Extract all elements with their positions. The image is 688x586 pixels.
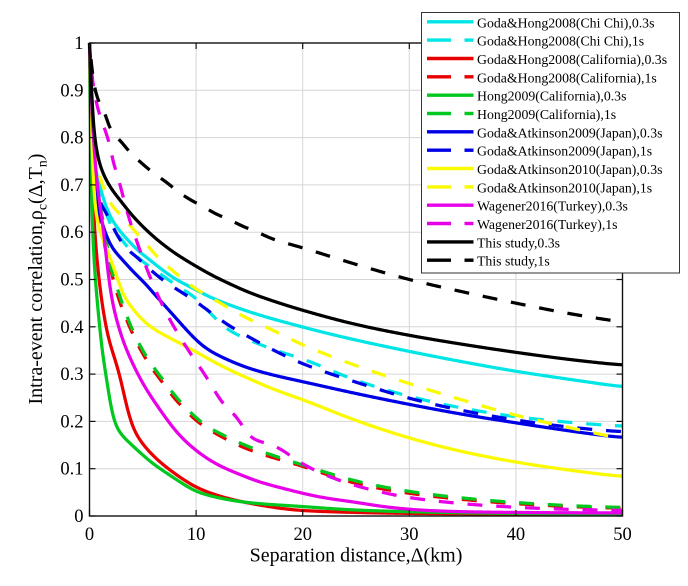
- svg-text:Goda&Hong2008(California),0.3s: Goda&Hong2008(California),0.3s: [477, 52, 667, 68]
- svg-text:0.3: 0.3: [60, 365, 83, 385]
- svg-text:0.6: 0.6: [60, 223, 83, 243]
- svg-text:0.5: 0.5: [60, 271, 83, 291]
- svg-text:0.9: 0.9: [60, 81, 83, 101]
- svg-text:0.4: 0.4: [60, 318, 83, 338]
- svg-text:Goda&Hong2008(California),1s: Goda&Hong2008(California),1s: [477, 70, 657, 86]
- svg-text:Intra-event correlation,ρc(Δ,T: Intra-event correlation,ρc(Δ,Tn): [25, 154, 51, 405]
- svg-text:Separation distance,Δ(km): Separation distance,Δ(km): [250, 545, 463, 567]
- svg-text:Hong2009(California),0.3s: Hong2009(California),0.3s: [477, 89, 626, 105]
- svg-text:Goda&Atkinson2009(Japan),0.3s: Goda&Atkinson2009(Japan),0.3s: [477, 125, 662, 141]
- svg-text:30: 30: [400, 525, 419, 545]
- svg-text:0.7: 0.7: [60, 176, 83, 196]
- svg-text:Wagener2016(Turkey),1s: Wagener2016(Turkey),1s: [477, 217, 618, 233]
- svg-text:Goda&Hong2008(Chi Chi),1s: Goda&Hong2008(Chi Chi),1s: [477, 34, 644, 50]
- svg-text:This study,0.3s: This study,0.3s: [477, 235, 560, 250]
- svg-text:0.8: 0.8: [60, 129, 83, 149]
- svg-text:Goda&Atkinson2010(Japan),1s: Goda&Atkinson2010(Japan),1s: [477, 180, 652, 196]
- svg-text:Goda&Atkinson2010(Japan),0.3s: Goda&Atkinson2010(Japan),0.3s: [477, 162, 662, 178]
- svg-text:20: 20: [293, 525, 312, 545]
- svg-text:Hong2009(California),1s: Hong2009(California),1s: [477, 107, 616, 123]
- svg-text:1: 1: [74, 34, 83, 54]
- svg-text:0: 0: [85, 525, 94, 545]
- svg-text:40: 40: [507, 525, 526, 545]
- svg-text:10: 10: [187, 525, 206, 545]
- svg-text:0.2: 0.2: [60, 412, 83, 432]
- svg-text:This study,1s: This study,1s: [477, 254, 550, 269]
- svg-text:Goda&Atkinson2009(Japan),1s: Goda&Atkinson2009(Japan),1s: [477, 144, 652, 160]
- svg-text:Wagener2016(Turkey),0.3s: Wagener2016(Turkey),0.3s: [477, 199, 628, 215]
- svg-text:50: 50: [613, 525, 632, 545]
- svg-text:Goda&Hong2008(Chi Chi),0.3s: Goda&Hong2008(Chi Chi),0.3s: [477, 15, 654, 31]
- svg-text:0: 0: [74, 507, 83, 527]
- svg-text:0.1: 0.1: [60, 460, 83, 480]
